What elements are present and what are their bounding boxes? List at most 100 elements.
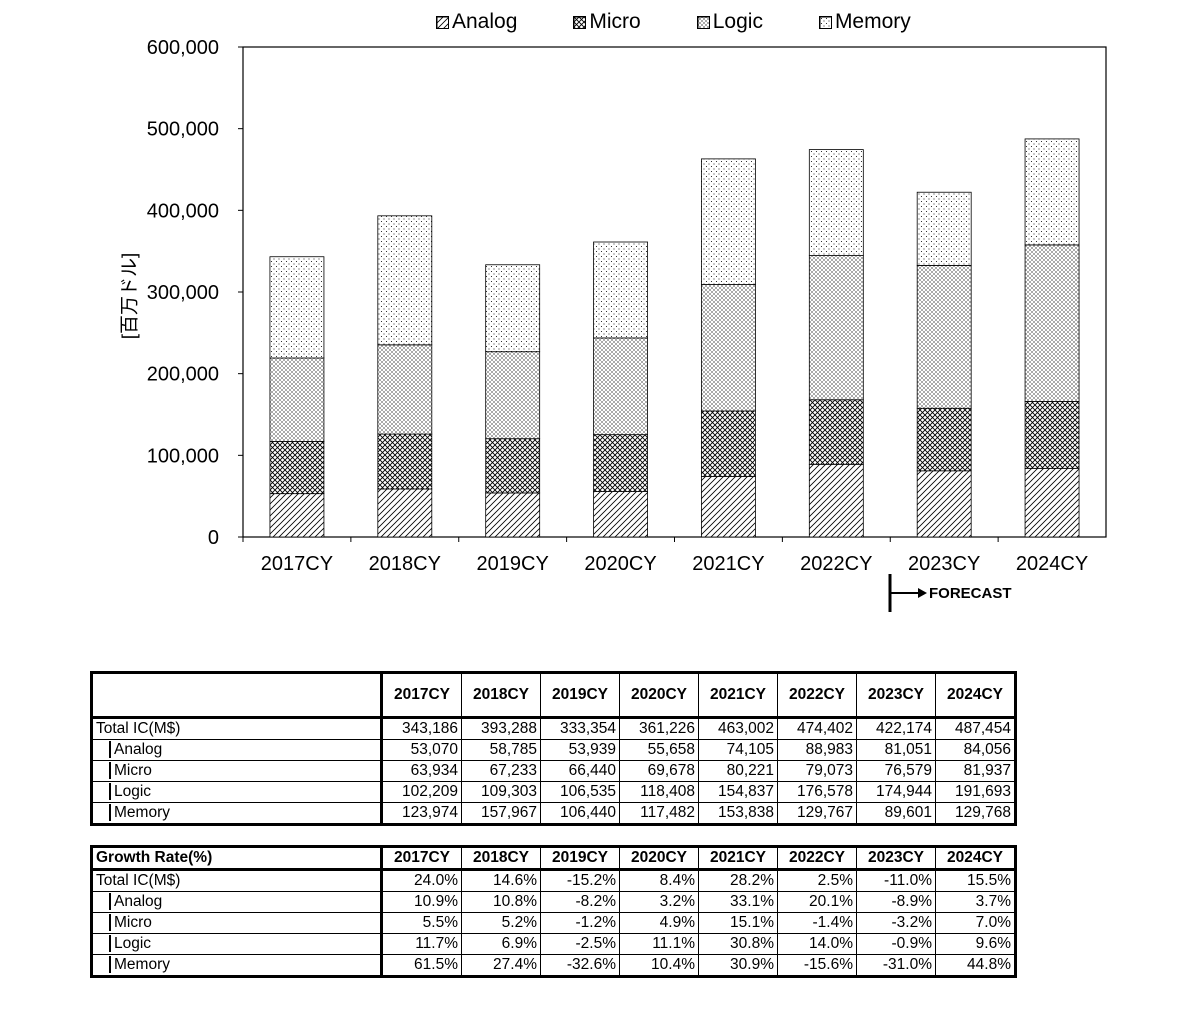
table-header-year: 2022CY [777, 846, 857, 871]
table-cell: 84,056 [935, 739, 1016, 761]
legend-swatch-memory [818, 15, 832, 29]
row-label: Total IC(M$) [91, 869, 382, 892]
table-cell: 5.2% [461, 912, 541, 934]
bar-segment-analog [808, 463, 864, 538]
legend-label-logic: Logic [712, 10, 763, 33]
bar-segment-logic [485, 351, 541, 440]
row-label: Micro [91, 912, 382, 934]
table-cell: 191,693 [935, 781, 1016, 803]
plot-area [242, 46, 1107, 538]
table-cell: -8.2% [540, 891, 620, 913]
table-row: Analog 10.9% 10.8% -8.2% 3.2% 33.1% 20.1% -8.9%… [91, 891, 1016, 913]
bar-segment-analog [377, 488, 433, 538]
table-cell: 3.2% [619, 891, 699, 913]
legend-label-analog: Analog [452, 10, 518, 33]
table-cell: 422,174 [856, 717, 936, 740]
table-cell: 153,838 [698, 802, 778, 825]
forecast-label: FORECAST [929, 585, 1012, 602]
table-cell: 89,601 [856, 802, 936, 825]
table-cell: 8.4% [619, 869, 699, 892]
table-header-year: 2021CY [698, 846, 778, 871]
y-tick-label: 500,000 [147, 119, 219, 141]
table-cell: 10.8% [461, 891, 541, 913]
bar-segment-logic [808, 255, 864, 401]
bar-segment-micro [808, 399, 864, 465]
legend-item-logic: Logic [696, 10, 763, 34]
table-cell: 81,051 [856, 739, 936, 761]
table-row: Memory 123,974 157,967 106,440 117,482 153,83… [91, 802, 1016, 825]
table-cell: 102,209 [380, 781, 462, 803]
table-cell: -1.2% [540, 912, 620, 934]
table-cell: 74,105 [698, 739, 778, 761]
table-cell: 79,073 [777, 760, 857, 782]
table-cell: 157,967 [461, 802, 541, 825]
bar-segment-analog [701, 476, 756, 538]
table-cell: 28.2% [698, 869, 778, 892]
x-tick-label: 2019CY [477, 553, 549, 575]
x-tick-label: 2022CY [800, 553, 872, 575]
y-axis: 0 100,000 200,000 300,000 400,000 500,000 600,… [147, 37, 243, 549]
table-cell: 81,937 [935, 760, 1016, 782]
legend-item-analog: Analog [436, 10, 517, 34]
table-cell: 463,002 [698, 717, 778, 740]
table-cell: -15.6% [777, 954, 857, 977]
y-tick-label: 400,000 [147, 200, 219, 222]
legend-label-memory: Memory [834, 10, 911, 33]
table-cell: 30.8% [698, 933, 778, 955]
row-label: Analog [91, 891, 382, 913]
table-cell: 11.7% [380, 933, 462, 955]
bar-segment-analog [593, 491, 648, 538]
table-header-year: 2018CY [461, 672, 541, 719]
x-tick-label: 2024CY [1016, 553, 1088, 575]
table-cell: -32.6% [540, 954, 620, 977]
table-cell: 343,186 [380, 717, 462, 740]
table-cell: 33.1% [698, 891, 778, 913]
table-cell: 2.5% [777, 869, 857, 892]
bar-segment-micro [701, 410, 756, 477]
bar-segment-logic [269, 357, 325, 442]
table-header-year: 2020CY [619, 672, 699, 719]
table-header-year: 2023CY [856, 846, 936, 871]
values-table: 2017CY 2018CY 2019CY 2020CY 2021CY 2022CY 2023… [90, 671, 1017, 826]
table-header-year: 2024CY [935, 672, 1016, 719]
y-tick-label: 300,000 [147, 282, 219, 304]
table-row: Logic 102,209 109,303 106,535 118,408 154,837… [91, 781, 1016, 803]
y-tick-label: 0 [208, 527, 219, 549]
bar-segment-logic [916, 264, 972, 409]
row-label: Memory [91, 954, 382, 977]
bar-segment-micro [269, 441, 325, 495]
table-cell: 11.1% [619, 933, 699, 955]
table-cell: 9.6% [935, 933, 1016, 955]
table-header-year: 2019CY [540, 846, 620, 871]
table-cell: 53,070 [380, 739, 462, 761]
table-cell: 123,974 [380, 802, 462, 825]
x-tick-label: 2020CY [584, 553, 656, 575]
table-cell: 10.4% [619, 954, 699, 977]
table-row: Total IC(M$) 24.0% 14.6% -15.2% 8.4% 28.2% 2.5… [91, 869, 1016, 892]
table-cell: 66,440 [540, 760, 620, 782]
table-cell: 67,233 [461, 760, 541, 782]
table-cell: 58,785 [461, 739, 541, 761]
table-cell: 361,226 [619, 717, 699, 740]
table-cell: 63,934 [380, 760, 462, 782]
table-cell: 154,837 [698, 781, 778, 803]
x-tick-label: 2023CY [908, 553, 980, 575]
table-header-label: Growth Rate(%) [91, 846, 382, 871]
table-cell: 176,578 [777, 781, 857, 803]
bar-segment-micro [377, 433, 433, 490]
table-header-year: 2019CY [540, 672, 620, 719]
legend-label-micro: Micro [589, 10, 641, 33]
table-cell: 129,768 [935, 802, 1016, 825]
table-row: Micro 63,934 67,233 66,440 69,678 80,221 79,07… [91, 760, 1016, 782]
table-header-year: 2023CY [856, 672, 936, 719]
table-header-year: 2021CY [698, 672, 778, 719]
table-cell: 30.9% [698, 954, 778, 977]
legend-swatch-analog [436, 15, 449, 29]
table-cell: 14.0% [777, 933, 857, 955]
bar-segment-memory [808, 149, 864, 256]
table-cell: -31.0% [856, 954, 936, 977]
table-cell: 24.0% [380, 869, 462, 892]
table-cell: 44.8% [935, 954, 1016, 977]
bar-segment-memory [593, 241, 648, 339]
table-cell: -11.0% [856, 869, 936, 892]
